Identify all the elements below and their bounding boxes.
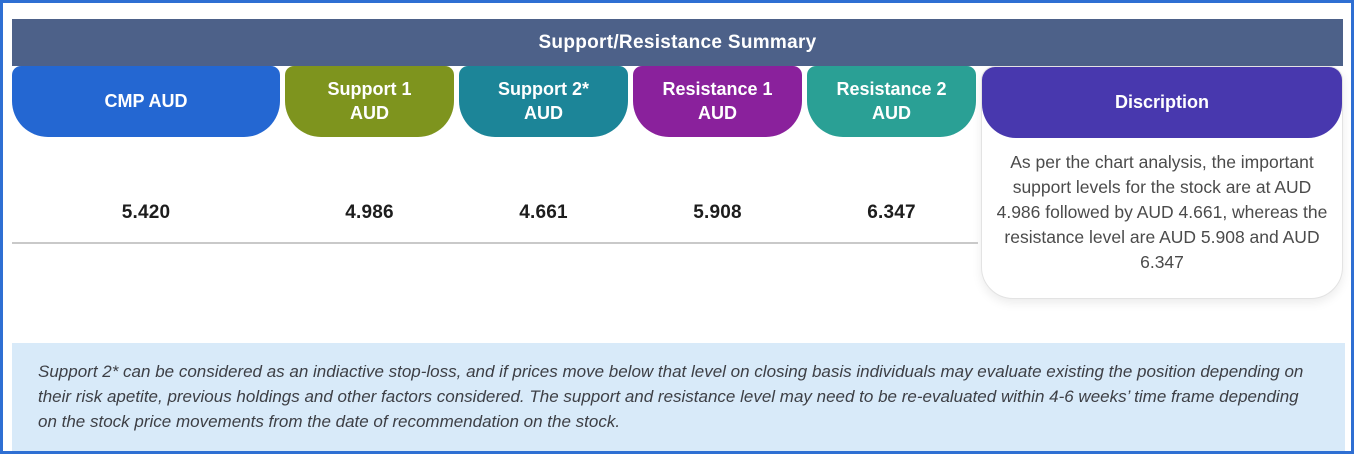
value-resistance-1: 5.908 — [693, 201, 742, 223]
column-support-1: Support 1 AUD 4.986 — [285, 66, 454, 242]
column-support-2: Support 2* AUD 4.661 — [459, 66, 628, 242]
value-support-2: 4.661 — [519, 201, 568, 223]
column-header-support-2: Support 2* AUD — [459, 66, 628, 137]
column-header-description: Discription — [982, 67, 1342, 138]
footnote-band: Support 2* can be considered as an india… — [12, 343, 1345, 451]
column-header-support-1: Support 1 AUD — [285, 66, 454, 137]
column-header-resistance-1: Resistance 1 AUD — [633, 66, 802, 137]
table-body: Support/Resistance Summary CMP AUD 5.420… — [12, 19, 1343, 299]
column-cmp: CMP AUD 5.420 — [12, 66, 280, 242]
column-header-label: Support 2* AUD — [497, 79, 589, 123]
value-support-1: 4.986 — [345, 201, 394, 223]
table-grid: CMP AUD 5.420 Support 1 AUD 4.986 Suppor… — [12, 66, 1343, 299]
description-card: Discription As per the chart analysis, t… — [981, 66, 1343, 299]
column-header-label: Resistance 1 AUD — [662, 79, 773, 123]
column-header-label: Support 1 AUD — [327, 79, 412, 123]
table-title-bar: Support/Resistance Summary — [12, 19, 1343, 66]
column-header-label: Discription — [1114, 91, 1209, 112]
column-header-label: CMP AUD — [104, 90, 188, 111]
value-cmp: 5.420 — [121, 201, 171, 223]
column-resistance-1: Resistance 1 AUD 5.908 — [633, 66, 802, 242]
table-title: Support/Resistance Summary — [538, 31, 817, 53]
column-header-cmp: CMP AUD — [12, 66, 280, 137]
divider-line — [12, 242, 978, 244]
value-resistance-2: 6.347 — [867, 201, 916, 223]
column-header-resistance-2: Resistance 2 AUD — [807, 66, 976, 137]
column-resistance-2: Resistance 2 AUD 6.347 — [807, 66, 976, 242]
description-text: As per the chart analysis, the important… — [996, 152, 1328, 273]
footnote-text: Support 2* can be considered as an india… — [38, 362, 1304, 431]
column-header-label: Resistance 2 AUD — [836, 79, 947, 123]
